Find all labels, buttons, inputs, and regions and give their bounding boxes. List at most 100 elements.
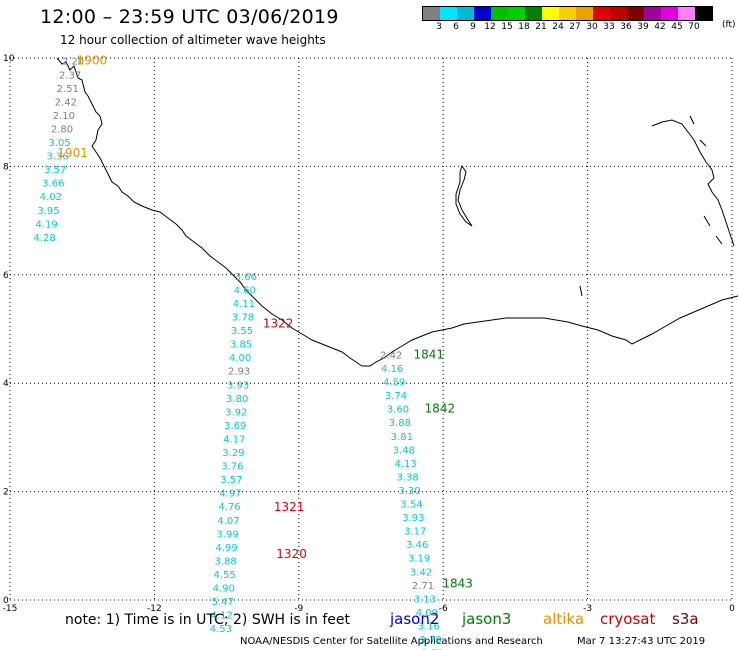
coastline (56, 57, 739, 367)
color-scale-swatch (474, 7, 491, 20)
wave-height-value: 3.30 (398, 486, 420, 497)
color-scale-label: 24 (552, 22, 564, 32)
wave-height-value: 4.16 (381, 364, 403, 375)
track-altika-1900-1901: 2.20 2.37 2.51 2.42 2.10 2.80 3.05 3.36 3.57 3.66… (34, 57, 85, 244)
map-subtitle: 12 hour collection of altimeter wave hei… (60, 33, 326, 47)
color-scale-swatch (576, 7, 593, 20)
wave-height-value: 3.93 (402, 513, 424, 524)
wave-height-value: 4.19 (35, 219, 57, 230)
wave-height-value: 3.36 (47, 152, 69, 163)
wave-height-value: 3.99 (216, 529, 238, 540)
wave-height-value: 4.09 (416, 608, 438, 619)
wave-height-value: 2.51 (57, 84, 79, 95)
color-scale-swatch (610, 7, 627, 20)
wave-height-value: 4.60 (234, 285, 256, 296)
color-scale-label: 70 (688, 22, 700, 32)
legend-item-jason2: jason2 (390, 610, 440, 628)
x-tick-label: 0 (729, 604, 735, 614)
y-tick-label: 10 (3, 54, 15, 64)
footnote: note: 1) Time is in UTC; 2) SWH is in fe… (65, 612, 351, 628)
wave-height-value: 4.55 (214, 570, 236, 581)
color-scale-label: 42 (654, 22, 666, 32)
wave-height-value: 3.57 (44, 165, 66, 176)
footer-credit: NOAA/NESDIS Center for Satellite Applica… (240, 636, 543, 647)
wave-height-value: 3.29 (222, 448, 244, 459)
wave-height-value: 3.66 (42, 179, 64, 190)
wave-height-value: 4.07 (217, 516, 239, 527)
footer-timestamp: Mar 7 13:27:43 UTC 2019 (577, 636, 706, 647)
axis-tick-labels: -15 -12 -9 -6 -3 0 10 8 6 4 2 0 (3, 54, 735, 614)
legend-item-cryosat: cryosat (600, 610, 656, 628)
track-cryosat-1320-1322: 3.66 4.60 4.11 3.78 3.55 3.85 4.00 2.93 3.93 3.80… (210, 272, 257, 635)
map-title: 12:00 – 23:59 UTC 03/06/2019 (40, 6, 339, 28)
pass-time-label: 1320 (276, 547, 307, 561)
wave-height-value: 4.02 (40, 192, 62, 203)
x-tick-label: -15 (3, 604, 18, 614)
pass-time-labels: 1900 1901 1322 1321 1320 1841 1842 1843 (57, 54, 473, 591)
wave-height-value: 3.95 (37, 206, 59, 217)
color-scale-label: 3 (436, 22, 442, 32)
wave-height-value: 3.13 (414, 594, 436, 605)
wave-height-value: 3.92 (225, 407, 247, 418)
wave-height-value: 4.97 (219, 489, 241, 500)
color-scale-label: 27 (569, 22, 581, 32)
wave-height-value: 2.42 (55, 97, 77, 108)
wave-height-value: 4.99 (215, 543, 237, 554)
color-scale-swatch (525, 7, 542, 20)
wave-height-value: 4.17 (223, 434, 245, 445)
wave-height-value: 3.78 (232, 313, 254, 324)
color-scale-label: 45 (671, 22, 683, 32)
wave-height-value: 3.88 (389, 418, 411, 429)
color-scale-swatch (423, 7, 440, 20)
legend-item-altika: altika (543, 610, 585, 628)
color-scale-unit: (ft) (722, 20, 736, 30)
y-tick-label: 2 (3, 488, 9, 498)
color-scale-label: 15 (501, 22, 513, 32)
wave-height-value: 4.13 (395, 459, 417, 470)
wave-height-value: 3.80 (226, 394, 248, 405)
wave-height-value: 2.20 (62, 57, 84, 68)
color-scale-label: 39 (637, 22, 649, 32)
y-tick-label: 0 (3, 596, 9, 606)
color-scale-bar (422, 6, 713, 21)
wave-height-value: 3.69 (224, 421, 246, 432)
legend-item-s3a: s3a (672, 610, 699, 628)
color-scale-swatch (457, 7, 474, 20)
wave-height-value: 3.66 (235, 272, 257, 283)
x-tick-label: -3 (583, 604, 592, 614)
wave-height-value: 4.59 (383, 378, 405, 389)
y-tick-label: 6 (3, 271, 9, 281)
color-scale-label: 36 (620, 22, 632, 32)
wave-height-value: 3.55 (231, 326, 253, 337)
pass-time-label: 1841 (413, 347, 444, 361)
x-tick-label: -6 (439, 604, 448, 614)
color-scale-label: 6 (453, 22, 459, 32)
color-scale-label: 12 (484, 22, 496, 32)
color-scale-swatch (627, 7, 644, 20)
wave-height-value: 3.42 (410, 567, 432, 578)
wave-height-value: 3.93 (227, 380, 249, 391)
color-scale-label: 18 (518, 22, 530, 32)
color-scale-label: 33 (603, 22, 615, 32)
color-scale-swatch (491, 7, 508, 20)
wave-height-value: 3.54 (400, 500, 422, 511)
wave-height-value: 3.81 (391, 432, 413, 443)
wave-height-value: 4.90 (213, 584, 235, 595)
wave-height-value: 3.57 (220, 475, 242, 486)
y-tick-label: 4 (3, 379, 9, 389)
wave-height-value: 5.47 (212, 597, 234, 608)
pass-time-label: 1321 (274, 500, 305, 514)
west-africa-coastline (56, 57, 739, 367)
wave-height-value: 3.19 (408, 554, 430, 565)
color-scale-swatch (661, 7, 678, 20)
wave-height-value: 2.37 (59, 70, 81, 81)
color-scale-swatch (593, 7, 610, 20)
color-scale-swatch (678, 7, 695, 20)
pass-time-label: 1322 (263, 317, 294, 331)
wave-height-value: 3.60 (387, 405, 409, 416)
color-scale-swatch (542, 7, 559, 20)
wave-height-value: 3.76 (221, 462, 243, 473)
wave-height-value: 3.73 (421, 649, 443, 650)
pass-time-label: 1900 (77, 54, 108, 68)
